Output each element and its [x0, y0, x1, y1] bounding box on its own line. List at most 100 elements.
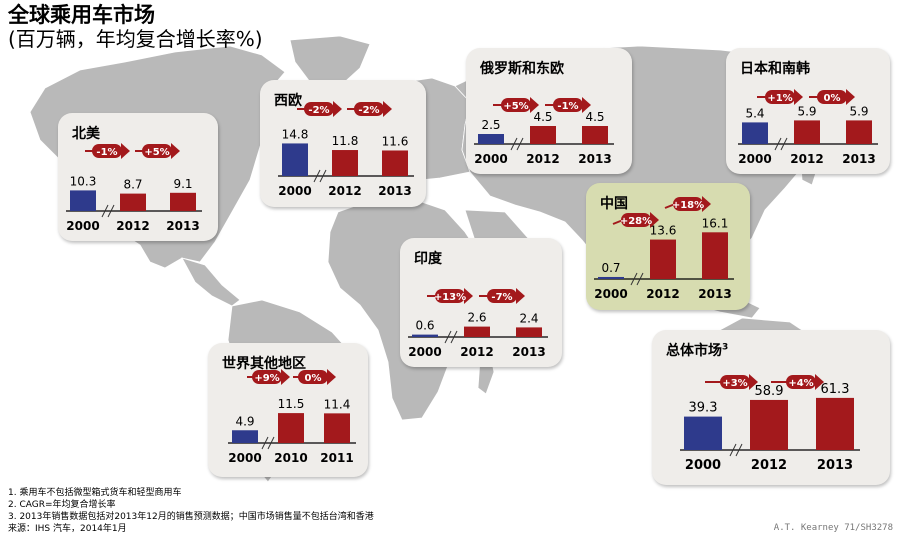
x-tick-label: 2013 [512, 345, 545, 359]
bar-2000 [598, 276, 624, 279]
page-subtitle: (百万辆，年均复合增长率%) [8, 27, 263, 51]
region-title: 日本和南韩 [740, 61, 810, 77]
data-label: 4.5 [533, 110, 552, 124]
x-tick-label: 2000 [738, 152, 771, 166]
cagr-label: +4% [788, 378, 813, 389]
x-tick-label: 2012 [646, 287, 679, 301]
data-label: 13.6 [650, 224, 677, 238]
data-label: 11.6 [382, 134, 409, 148]
chart-svg: 10.3 2000 8.7 2012 9.1 2013 -1% +5% [66, 143, 202, 233]
bar-2012 [332, 150, 358, 176]
x-tick-label: 2012 [751, 458, 787, 473]
axis-break-mark [630, 272, 638, 286]
data-label: 16.1 [702, 216, 729, 230]
x-tick-label: 2012 [460, 345, 493, 359]
data-label: 5.4 [745, 106, 764, 120]
cagr-arrow: -2% [297, 101, 342, 117]
data-label: 9.1 [173, 177, 192, 191]
axis-break-mark [780, 137, 788, 151]
cagr-label: -1% [96, 147, 117, 158]
footnote-2: 2. CAGR=年均复合增长率 [8, 500, 116, 510]
x-tick-label: 2012 [790, 152, 823, 166]
bar-2013 [582, 126, 608, 144]
axis-break-mark [319, 169, 327, 183]
bar-2000 [412, 334, 438, 337]
data-label: 14.8 [282, 127, 309, 141]
data-label: 10.3 [70, 174, 97, 188]
x-tick-label: 2011 [320, 451, 353, 465]
region-title: 西欧 [274, 93, 302, 109]
bar-2000 [282, 143, 308, 176]
region-title: 北美 [72, 126, 100, 142]
x-tick-label: 2000 [685, 458, 721, 473]
cagr-label: 0% [824, 93, 841, 104]
cagr-arrow: +5% [135, 143, 180, 159]
cagr-arrow: +3% [705, 374, 758, 390]
chart-svg: 0.7 2000 13.6 2012 16.1 2013 +28% +18% [594, 196, 734, 301]
region-title: 总体市场3 [666, 342, 729, 359]
cagr-arrow: -1% [545, 97, 591, 113]
bar-2013 [382, 150, 408, 176]
bar-2012 [530, 126, 556, 144]
axis-break-mark [516, 137, 524, 151]
document-code: A.T. Kearney 71/SH3278 [773, 523, 893, 533]
data-label: 5.9 [849, 104, 868, 118]
bar-2000 [742, 122, 768, 144]
x-tick-label: 2012 [116, 219, 149, 233]
axis-break-mark [313, 169, 321, 183]
region-title: 印度 [414, 251, 442, 267]
cagr-label: -2% [358, 105, 379, 116]
data-label: 5.9 [797, 104, 816, 118]
axis-break-mark [107, 204, 115, 218]
cagr-label: +18% [672, 200, 704, 211]
x-tick-label: 2000 [228, 451, 261, 465]
chart-panel-russia-eastern-europe: 俄罗斯和东欧 2.5 2000 4.5 2012 4.5 2013 +5% -1% [466, 48, 632, 174]
data-label: 4.9 [235, 414, 254, 428]
data-label: 11.8 [332, 134, 359, 148]
axis-break-mark [444, 330, 452, 344]
data-label: 11.4 [324, 397, 351, 411]
bar-2012 [650, 239, 676, 279]
bar-2012 [750, 399, 788, 450]
x-tick-label: 2012 [328, 184, 361, 198]
axis-break-mark [101, 204, 109, 218]
region-title: 中国 [600, 196, 628, 212]
chart-panel-india: 印度 0.6 2000 2.6 2012 2.4 2013 +13% -7% [400, 238, 562, 367]
data-label: 0.6 [415, 319, 434, 333]
chart-svg: 2.5 2000 4.5 2012 4.5 2013 +5% -1% [474, 97, 614, 166]
axis-break-mark [510, 137, 518, 151]
x-tick-label: 2013 [166, 219, 199, 233]
chart-panel-rest-of-world: 世界其他地区 4.9 2000 11.5 2010 11.4 2011 +9% 0% [208, 343, 368, 477]
cagr-arrow: +9% [247, 369, 290, 385]
cagr-arrow: -1% [85, 143, 130, 159]
cagr-label: -1% [557, 101, 578, 112]
cagr-label: +9% [254, 373, 279, 384]
axis-break-mark [267, 436, 275, 450]
bar-2000 [70, 190, 96, 211]
x-tick-label: 2000 [66, 219, 99, 233]
x-tick-label: 2010 [274, 451, 307, 465]
x-tick-label: 2013 [842, 152, 875, 166]
x-tick-label: 2013 [578, 152, 611, 166]
footnote-source: 来源：IHS 汽车，2014年1月 [8, 524, 127, 534]
bar-2011 [324, 413, 350, 443]
chart-svg: 4.9 2000 11.5 2010 11.4 2011 +9% 0% [228, 369, 356, 465]
bar-2000 [478, 134, 504, 144]
cagr-label: +5% [144, 147, 169, 158]
axis-break-mark [729, 443, 737, 457]
chart-panel-western-europe: 西欧 14.8 2000 11.8 2012 11.6 2013 -2% -2% [260, 80, 426, 207]
cagr-label: -7% [491, 292, 512, 303]
data-label: 2.4 [519, 311, 538, 325]
chart-svg: 5.4 2000 5.9 2012 5.9 2013 +1% 0% [738, 89, 878, 166]
x-tick-label: 2000 [474, 152, 507, 166]
data-label: 11.5 [278, 397, 305, 411]
data-label: 58.9 [755, 384, 784, 399]
footnotes: 1. 乘用车不包括微型箱式货车和轻型商用车 2. CAGR=年均复合增长率 3.… [8, 487, 374, 535]
bar-2013 [846, 120, 872, 144]
cagr-label: +3% [722, 378, 747, 389]
cagr-label: +28% [620, 216, 652, 227]
cagr-arrow: -2% [347, 101, 392, 117]
x-tick-label: 2013 [817, 458, 853, 473]
chart-svg: 14.8 2000 11.8 2012 11.6 2013 -2% -2% [278, 101, 414, 198]
bar-2013 [170, 192, 196, 211]
